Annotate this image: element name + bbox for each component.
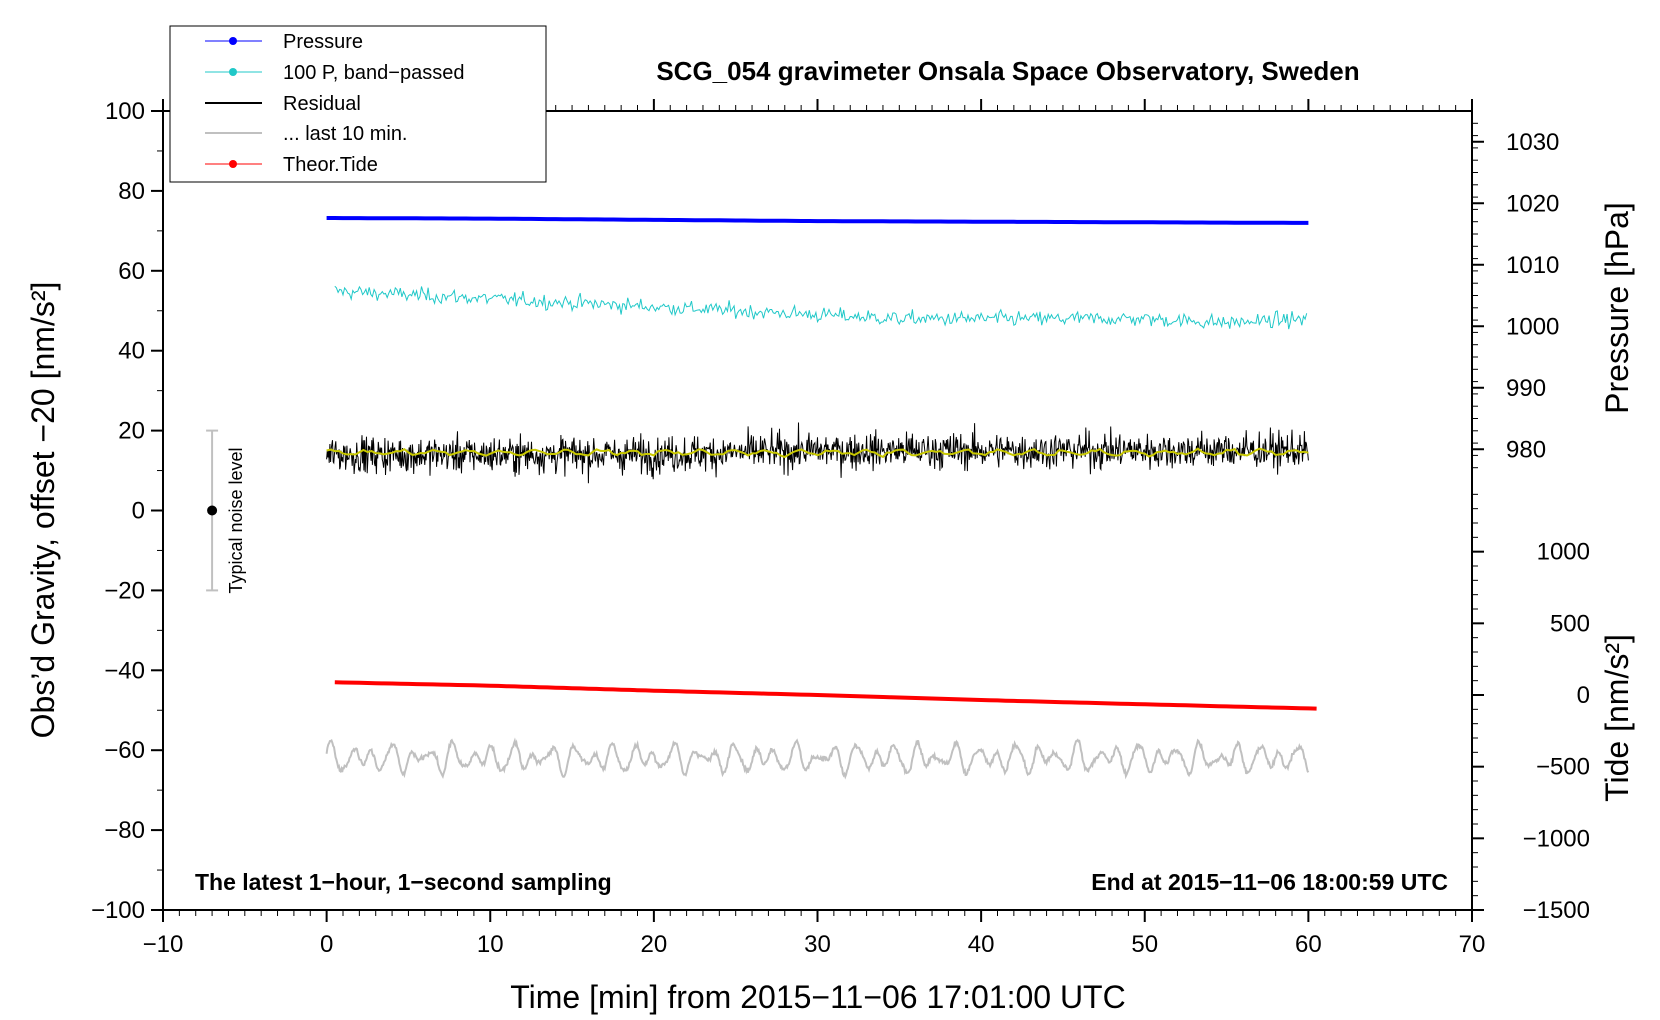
series-line-residual xyxy=(326,422,1309,484)
plot-frame xyxy=(162,110,1473,911)
y-tick-label: −100 xyxy=(91,897,145,924)
tide-tick-label: −1000 xyxy=(1523,825,1590,852)
y-tick-label: 40 xyxy=(118,338,145,365)
x-tick-label: 20 xyxy=(641,931,668,958)
y-axis-title-pressure: Pressure [hPa] xyxy=(1599,202,1635,414)
x-tick-label: 30 xyxy=(804,931,831,958)
legend-marker-pressure xyxy=(229,37,237,45)
noise-level-label: Typical noise level xyxy=(226,447,246,593)
series-line-pressure xyxy=(326,216,1309,225)
legend-label-residual: Residual xyxy=(283,93,361,115)
x-tick-label: 50 xyxy=(1131,931,1158,958)
x-tick-label: 70 xyxy=(1459,931,1486,958)
pressure-tick-label: 1030 xyxy=(1506,129,1559,156)
tide-tick-label: −1500 xyxy=(1523,897,1590,924)
y-tick-label: 100 xyxy=(105,98,145,125)
y-tick-label: −40 xyxy=(104,657,145,684)
series-line-bandpassed xyxy=(334,285,1308,330)
noise-level-bar: Typical noise level xyxy=(206,429,246,594)
tide-tick-label: 1000 xyxy=(1537,539,1590,566)
pressure-tick-label: 1000 xyxy=(1506,313,1559,340)
y-tick-label: −80 xyxy=(104,817,145,844)
legend-label-theoretical-tide: Theor.Tide xyxy=(283,154,378,176)
y-axis-title-tide: Tide [nm/s²] xyxy=(1599,634,1635,802)
pressure-tick-label: 980 xyxy=(1506,436,1546,463)
x-tick-label: 60 xyxy=(1295,931,1322,958)
series-line-theoretical-tide xyxy=(334,680,1317,711)
legend-label-last-10-min: ... last 10 min. xyxy=(283,123,408,145)
legend-marker-theoretical-tide xyxy=(229,160,237,168)
chart-title: SCG_054 gravimeter Onsala Space Observat… xyxy=(656,56,1359,86)
series-line-smoothed-residual xyxy=(326,447,1309,459)
series-traces xyxy=(325,216,1317,780)
legend: Pressure 100 P, band−passed Residual ...… xyxy=(169,25,547,183)
noise-bar-center-dot xyxy=(207,505,218,516)
x-axis-title: Time [min] from 2015−11−06 17:01:00 UTC xyxy=(510,979,1125,1015)
x-tick-label: 10 xyxy=(477,931,504,958)
y-tick-label: −20 xyxy=(104,577,145,604)
tide-tick-label: 0 xyxy=(1577,682,1590,709)
legend-marker-bandpassed xyxy=(229,68,237,76)
y-tick-label: 60 xyxy=(118,258,145,285)
x-tick-label: 0 xyxy=(320,931,333,958)
series-line-last-10-min xyxy=(325,737,1310,780)
y-axis-title-gravity: Obs’d Gravity, offset −20 [nm/s²] xyxy=(25,282,61,739)
pressure-tick-label: 1020 xyxy=(1506,190,1559,217)
pressure-tick-label: 990 xyxy=(1506,375,1546,402)
y-tick-label: 80 xyxy=(118,178,145,205)
pressure-tick-label: 1010 xyxy=(1506,252,1559,279)
legend-label-bandpassed: 100 P, band−passed xyxy=(283,62,464,84)
y-tick-label: −60 xyxy=(104,737,145,764)
sampling-note: The latest 1−hour, 1−second sampling xyxy=(195,869,612,895)
end-time-note: End at 2015−11−06 18:00:59 UTC xyxy=(1091,869,1448,895)
x-tick-label: 40 xyxy=(968,931,995,958)
y-tick-label: 20 xyxy=(118,418,145,445)
tide-tick-label: −500 xyxy=(1536,754,1590,781)
y-tick-label: 0 xyxy=(132,498,145,525)
legend-label-pressure: Pressure xyxy=(283,31,363,53)
tide-tick-label: 500 xyxy=(1550,610,1590,637)
x-tick-label: −10 xyxy=(143,931,184,958)
tick-labels: −10 0 10 20 30 40 50 60 70100806040200−20−40−60−… xyxy=(91,98,1590,958)
